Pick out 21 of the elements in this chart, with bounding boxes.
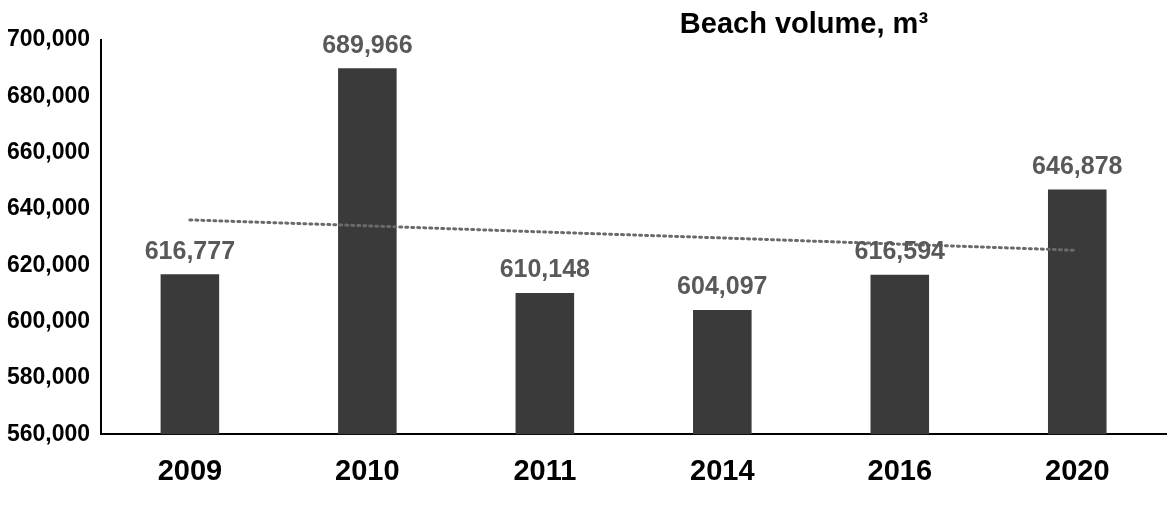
x-tick-label: 2010 <box>335 453 400 486</box>
data-label: 689,966 <box>322 29 413 58</box>
y-tick-label: 640,000 <box>7 194 91 221</box>
y-tick-label: 620,000 <box>7 250 91 277</box>
y-tick-label: 700,000 <box>7 25 91 52</box>
y-tick-label: 580,000 <box>7 363 91 390</box>
data-label: 610,148 <box>499 254 591 283</box>
x-tick-label: 2014 <box>690 453 755 486</box>
data-label: 646,878 <box>1032 150 1123 179</box>
data-label: 616,594 <box>854 236 946 265</box>
x-tick-label: 2016 <box>867 453 933 486</box>
x-tick-label: 2020 <box>1045 453 1110 486</box>
x-tick-label: 2011 <box>513 453 577 486</box>
y-tick-label: 560,000 <box>7 419 91 446</box>
y-tick-label: 680,000 <box>7 81 91 108</box>
chart-title: Beach volume, m³ <box>679 6 929 39</box>
y-tick-label: 600,000 <box>7 306 91 333</box>
x-tick-label: 2009 <box>157 453 223 486</box>
data-label: 604,097 <box>677 271 768 300</box>
data-label: 616,777 <box>144 235 236 264</box>
y-tick-label: 660,000 <box>7 137 91 164</box>
